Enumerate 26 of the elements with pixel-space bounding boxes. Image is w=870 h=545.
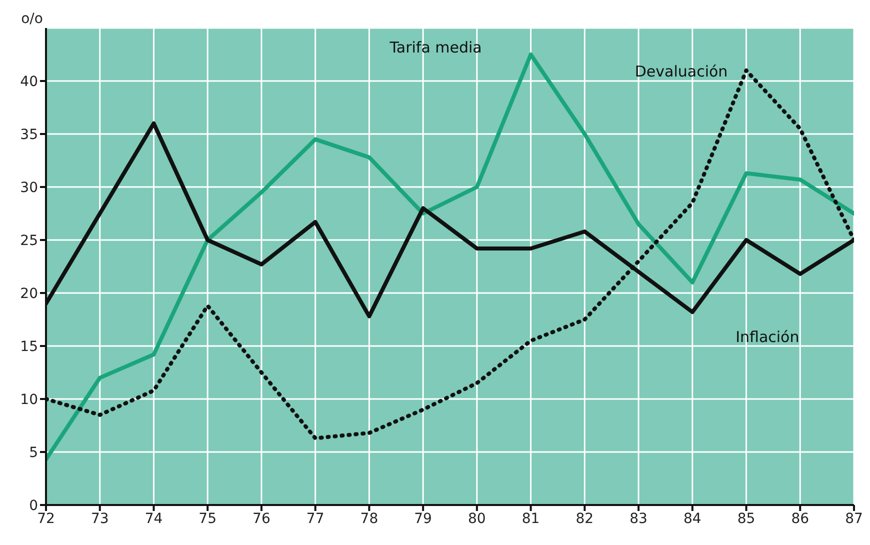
y-tick-label: 40 — [20, 74, 38, 90]
x-tick-label: 86 — [791, 510, 810, 527]
y-tick-label: 20 — [20, 286, 38, 302]
x-tick-label: 76 — [252, 510, 270, 527]
x-tick-label: 72 — [37, 510, 55, 527]
x-tick-label: 79 — [414, 510, 432, 527]
x-tick-label: 77 — [306, 510, 324, 527]
y-tick-label: 5 — [29, 444, 38, 461]
y-tick-label: 35 — [20, 126, 38, 143]
x-tick-label: 74 — [144, 510, 163, 527]
x-tick-label: 87 — [845, 510, 863, 527]
x-tick-label: 85 — [737, 510, 756, 527]
x-tick-label: 73 — [90, 510, 109, 527]
x-tick-label: 84 — [683, 510, 702, 527]
y-tick-label: 25 — [20, 232, 38, 249]
x-tick-label: 75 — [198, 510, 217, 527]
y-axis-title: o/o — [21, 11, 43, 27]
x-tick-label: 82 — [576, 510, 594, 527]
y-tick-label: 10 — [20, 392, 38, 408]
x-tick-label: 81 — [522, 510, 540, 527]
x-tick-label: 80 — [468, 510, 486, 527]
y-tick-label: 30 — [20, 180, 38, 196]
x-tick-label: 78 — [360, 510, 378, 527]
y-tick-label: 0 — [29, 498, 38, 514]
x-tick-label: 83 — [630, 510, 648, 527]
y-tick-label: 15 — [20, 338, 38, 355]
